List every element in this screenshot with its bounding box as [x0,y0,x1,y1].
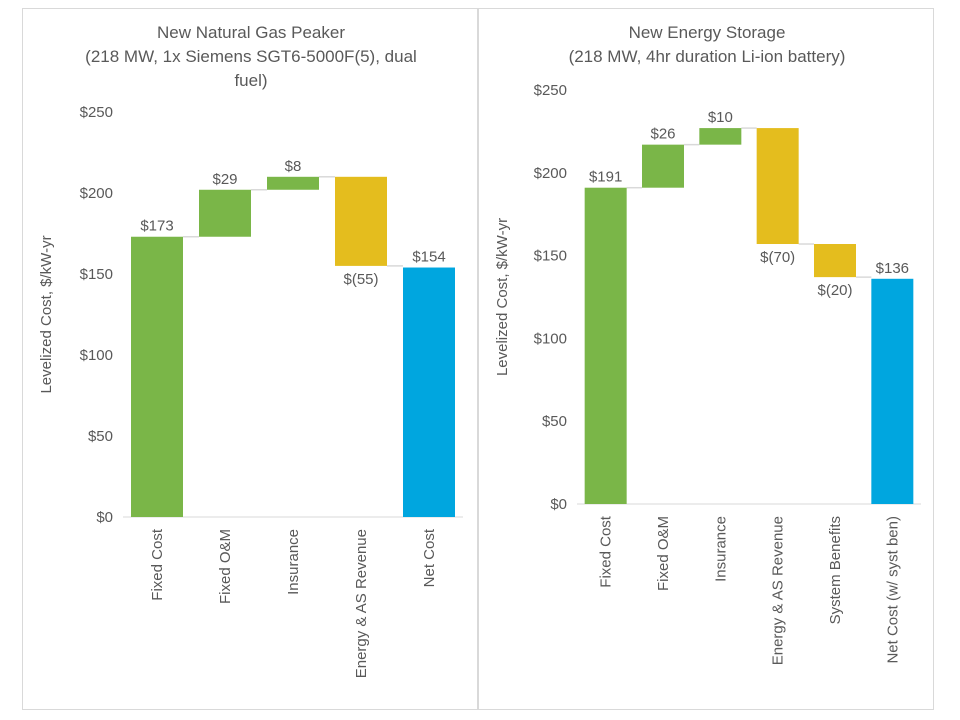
bar-gas-1 [199,189,251,237]
y-tick-label: $250 [534,82,567,99]
y-tick-label: $50 [88,428,113,445]
category-label: Fixed Cost [149,528,166,601]
y-tick-label: $100 [534,330,567,347]
category-label: Net Cost (w/ syst ben) [884,516,901,664]
bar-storage-2 [699,128,742,145]
data-label: $10 [708,109,733,126]
data-label: $26 [650,126,675,143]
chart-title-line: New Natural Gas Peaker [157,23,345,42]
data-label: $136 [876,260,909,277]
data-label: $29 [212,171,237,188]
data-label: $8 [285,158,302,175]
y-tick-label: $250 [80,104,113,121]
category-label: Insurance [285,529,302,595]
y-tick-label: $100 [80,347,113,364]
y-tick-label: $50 [542,413,567,430]
y-axis-label: Levelized Cost, $/kW-yr [494,218,511,376]
bar-storage-1 [642,144,684,188]
y-tick-label: $200 [534,165,567,182]
category-label: Fixed O&M [217,529,234,604]
bar-gas-3 [335,176,387,266]
y-tick-label: $0 [550,496,567,513]
y-tick-label: $150 [534,248,567,265]
category-label: Insurance [712,516,729,582]
chart-energy-storage: New Energy Storage (218 MW, 4hr duration … [494,23,921,665]
bar-gas-0 [131,236,183,518]
category-label: Fixed Cost [598,515,615,588]
chart-gas-peaker: New Natural Gas Peaker (218 MW, 1x Siemen… [38,23,463,678]
bar-gas-2 [267,176,319,190]
category-label: System Benefits [827,516,844,624]
data-label: $(55) [343,271,378,288]
data-label: $191 [589,169,622,186]
category-label: Net Cost [421,528,438,587]
category-label: Energy & AS Revenue [770,516,787,665]
data-label: $154 [412,249,445,266]
y-tick-label: $150 [80,266,113,283]
bar-storage-0 [584,187,627,505]
y-axis-label: Levelized Cost, $/kW-yr [38,235,55,393]
chart-title-line: New Energy Storage [629,23,786,42]
data-label: $173 [140,218,173,235]
data-label: $(70) [760,249,795,266]
bar-storage-4 [814,244,856,278]
bar-gas-4 [403,267,455,517]
bar-storage-5 [871,278,914,504]
y-tick-label: $0 [96,509,113,526]
bar-storage-3 [756,128,799,245]
category-label: Fixed O&M [655,516,672,591]
chart-title-line: (218 MW, 1x Siemens SGT6-5000F(5), dual [85,47,417,66]
chart-title-line: (218 MW, 4hr duration Li-ion battery) [569,47,846,66]
chart-title-line: fuel) [234,71,267,90]
data-label: $(20) [817,282,852,299]
chart-panel-gas-peaker: New Natural Gas Peaker (218 MW, 1x Siemen… [22,8,478,710]
chart-panel-energy-storage: New Energy Storage (218 MW, 4hr duration … [478,8,934,710]
category-label: Energy & AS Revenue [353,529,370,678]
y-tick-label: $200 [80,185,113,202]
